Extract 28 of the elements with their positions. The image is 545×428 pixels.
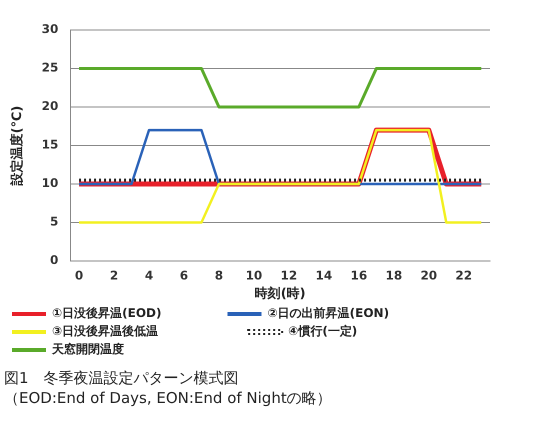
legend-label: ②日の出前昇温(EON) [267, 306, 438, 320]
legend-label: ④慣行(一定) [288, 324, 466, 338]
y-tick-label: 10 [42, 176, 58, 190]
x-tick-label: 12 [280, 268, 298, 282]
y-tick-label: 15 [42, 138, 58, 152]
y-tick-label: 25 [42, 60, 58, 75]
y-tick-label: 30 [42, 22, 58, 36]
legend-label: ①日没後昇温(EOD) [52, 306, 222, 320]
x-axis-title: 時刻(時) [254, 286, 306, 302]
y-tick-label: 5 [50, 214, 58, 229]
x-tick-label: 6 [180, 268, 188, 282]
x-tick-label: 4 [144, 268, 154, 282]
x-tick-label: 14 [316, 268, 332, 282]
legend-label: 天窓開閉温度 [51, 342, 244, 356]
x-tick-label: 22 [455, 268, 472, 282]
x-tick-label: 0 [74, 268, 84, 282]
y-axis-title: 設定温度(℃) [9, 106, 26, 186]
x-tick-label: 8 [214, 268, 224, 282]
text: （EOD:End of Days, EON:End of Nightの略） [4, 388, 332, 408]
y-tick-label: 20 [42, 99, 58, 114]
x-tick-label: 10 [246, 268, 262, 282]
y-tick-label: 0 [50, 253, 58, 268]
x-tick-label: 2 [110, 268, 118, 282]
x-tick-label: 16 [350, 268, 368, 282]
x-tick-label: 20 [420, 268, 438, 282]
x-tick-label: 18 [385, 268, 402, 282]
legend-label: ③日没後昇温後低温 [52, 324, 242, 338]
caption: 図1 冬季夜温設定パターン模式図 [4, 368, 240, 388]
